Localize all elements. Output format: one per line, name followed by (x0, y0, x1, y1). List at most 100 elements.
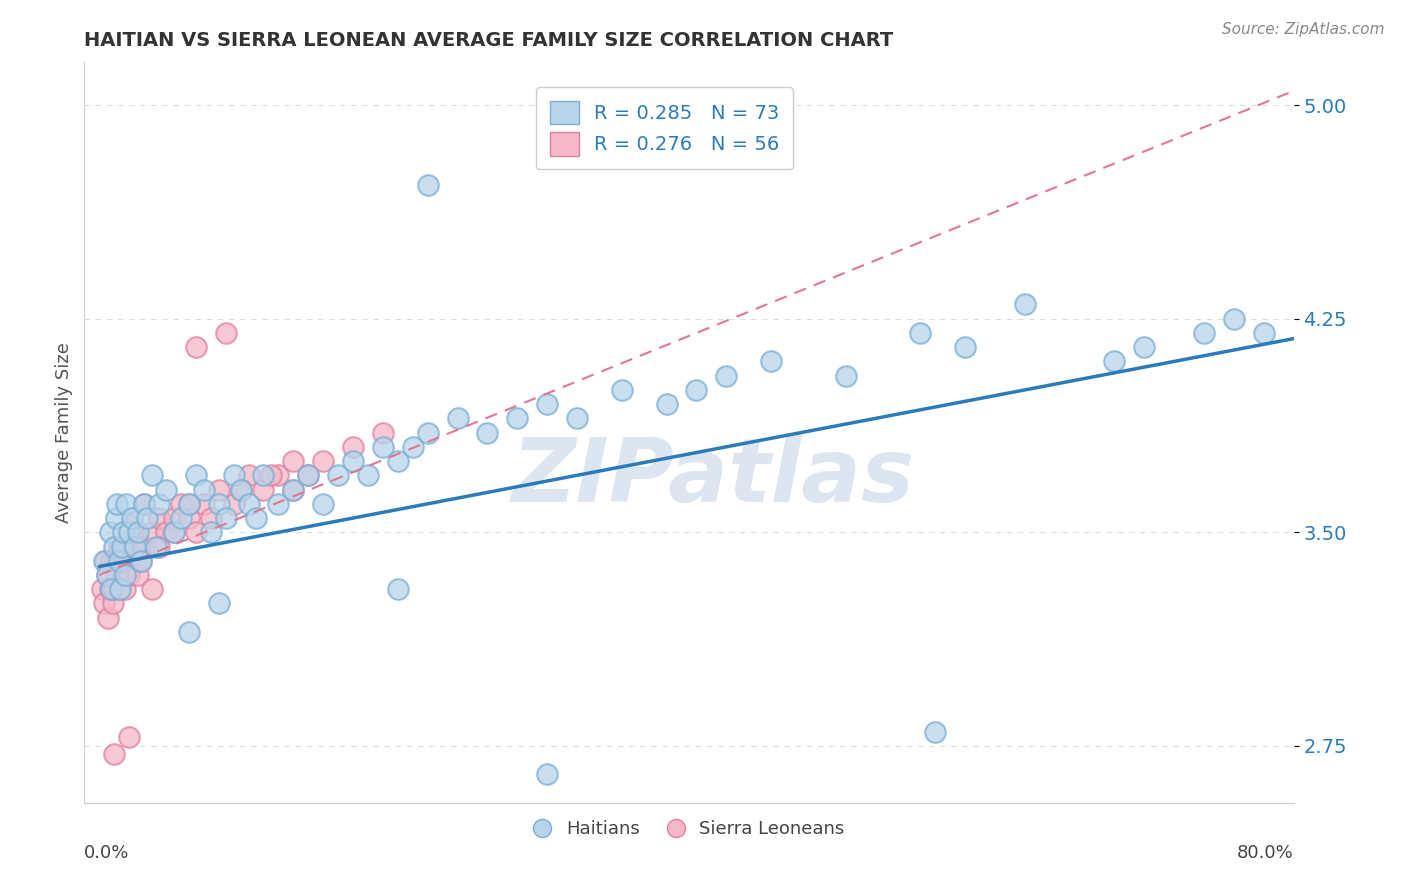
Point (114, 582, 136, 597)
Point (105, 497, 128, 511)
Point (112, 525, 135, 540)
Point (283, 483, 305, 497)
Point (1133, 340, 1156, 354)
Point (759, 354, 782, 368)
Point (141, 582, 163, 597)
Point (129, 554, 152, 568)
Point (148, 497, 170, 511)
Point (108, 582, 131, 597)
Point (103, 747, 125, 762)
Point (1223, 311, 1246, 326)
Text: Source: ZipAtlas.com: Source: ZipAtlas.com (1222, 22, 1385, 37)
Point (357, 468, 380, 483)
Point (107, 554, 129, 568)
Point (1192, 326, 1215, 340)
Point (283, 454, 305, 468)
Point (93, 554, 115, 568)
Point (112, 568, 135, 582)
Point (100, 554, 122, 568)
Point (208, 483, 231, 497)
Point (910, 326, 932, 340)
Text: HAITIAN VS SIERRA LEONEAN AVERAGE FAMILY SIZE CORRELATION CHART: HAITIAN VS SIERRA LEONEAN AVERAGE FAMILY… (84, 30, 894, 50)
Point (121, 511, 143, 525)
Point (124, 525, 146, 540)
Point (117, 554, 139, 568)
Point (924, 724, 946, 739)
Point (127, 568, 149, 582)
Point (215, 511, 238, 525)
Point (387, 454, 409, 468)
Point (141, 525, 163, 540)
Point (177, 511, 200, 525)
Point (193, 483, 215, 497)
Point (267, 468, 290, 483)
Point (96, 568, 118, 582)
Point (260, 468, 283, 483)
Point (97, 610, 120, 624)
Point (312, 497, 335, 511)
Point (655, 397, 678, 411)
Point (238, 468, 260, 483)
Point (132, 540, 155, 554)
Point (252, 483, 274, 497)
Point (127, 525, 149, 540)
Point (107, 540, 129, 554)
Point (124, 540, 146, 554)
Point (506, 411, 529, 425)
Point (104, 511, 127, 525)
Point (132, 497, 155, 511)
Point (103, 540, 125, 554)
Point (229, 483, 252, 497)
Point (186, 468, 208, 483)
Point (685, 383, 707, 397)
Point (245, 511, 267, 525)
Point (91, 582, 114, 597)
Point (229, 483, 252, 497)
Point (114, 568, 136, 582)
Point (200, 525, 222, 540)
Point (163, 511, 186, 525)
Point (98, 525, 121, 540)
Point (371, 440, 394, 454)
Point (115, 497, 138, 511)
Point (446, 411, 468, 425)
Point (132, 497, 155, 511)
Point (200, 511, 222, 525)
Point (105, 568, 128, 582)
Point (111, 540, 134, 554)
Text: 80.0%: 80.0% (1237, 844, 1294, 862)
Point (477, 425, 499, 440)
Point (129, 554, 152, 568)
Point (170, 497, 193, 511)
Point (177, 497, 200, 511)
Point (118, 525, 141, 540)
Point (163, 525, 186, 540)
Point (186, 525, 208, 540)
Point (177, 497, 200, 511)
Point (297, 468, 319, 483)
Point (163, 525, 186, 540)
Point (610, 383, 633, 397)
Point (342, 440, 364, 454)
Point (186, 340, 208, 354)
Point (208, 497, 231, 511)
Point (103, 582, 125, 597)
Point (101, 597, 124, 611)
Point (953, 340, 976, 354)
Point (297, 468, 319, 483)
Point (118, 731, 141, 745)
Point (215, 326, 238, 340)
Point (536, 767, 558, 781)
Text: ZIPatlas: ZIPatlas (512, 434, 915, 521)
Point (118, 568, 141, 582)
Point (96, 568, 118, 582)
Point (416, 178, 439, 192)
Point (148, 511, 170, 525)
Point (111, 554, 134, 568)
Point (834, 368, 856, 383)
Point (148, 540, 170, 554)
Point (193, 497, 215, 511)
Point (98, 582, 121, 597)
Point (222, 468, 245, 483)
Y-axis label: Average Family Size: Average Family Size (55, 343, 73, 523)
